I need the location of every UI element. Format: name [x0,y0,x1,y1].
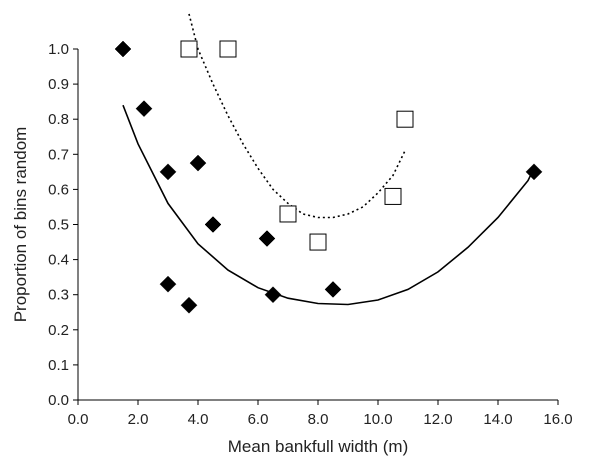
diamond-point [525,163,543,181]
x-tick-label: 4.0 [188,411,209,428]
y-tick-label: 0.3 [48,287,69,304]
y-tick-label: 0.5 [48,217,69,234]
diamond-point [258,230,276,247]
diamond-point [264,286,282,304]
y-tick-label: 0.0 [48,392,69,409]
y-tick-label: 0.2 [48,322,69,339]
x-tick-label: 12.0 [423,411,452,428]
square-point [309,233,327,251]
diamond-point [324,281,342,298]
y-axis-title: Proportion of bins random [11,127,30,323]
y-tick-label: 0.1 [48,357,69,374]
y-tick-label: 0.7 [48,146,69,163]
x-tick-label: 14.0 [483,411,512,428]
x-axis-title: Mean bankfull width (m) [228,437,408,456]
square-point [180,40,198,58]
x-tick-label: 8.0 [308,411,329,428]
diamond-point [135,100,153,118]
diamond-point [204,216,222,233]
square-point [219,40,237,58]
ticks-layer: 0.0 0.1 0.2 0.3 0.4 0.5 0.6 0.7 0.8 0.9 1.0 0.0 2.0 4… [48,41,572,428]
solid-trendline [122,104,535,306]
diamond-point [114,40,132,58]
diamond-point [180,296,198,314]
y-tick-label: 0.6 [48,181,69,198]
diamond-point [189,154,207,172]
x-tick-label: 16.0 [543,411,572,428]
y-tick-label: 0.9 [48,76,69,93]
y-tick-label: 0.4 [48,252,69,269]
x-tick-label: 0.0 [68,411,89,428]
square-point [279,205,297,223]
y-tick-label: 0.8 [48,111,69,128]
x-tick-label: 6.0 [248,411,269,428]
y-tick-label: 1.0 [48,41,69,58]
diamond-point [159,275,177,293]
x-tick-label: 10.0 [363,411,392,428]
x-tick-label: 2.0 [128,411,149,428]
diamond-point [159,163,177,181]
square-point [384,187,402,205]
square-point [396,110,414,128]
points-layer [114,40,543,314]
